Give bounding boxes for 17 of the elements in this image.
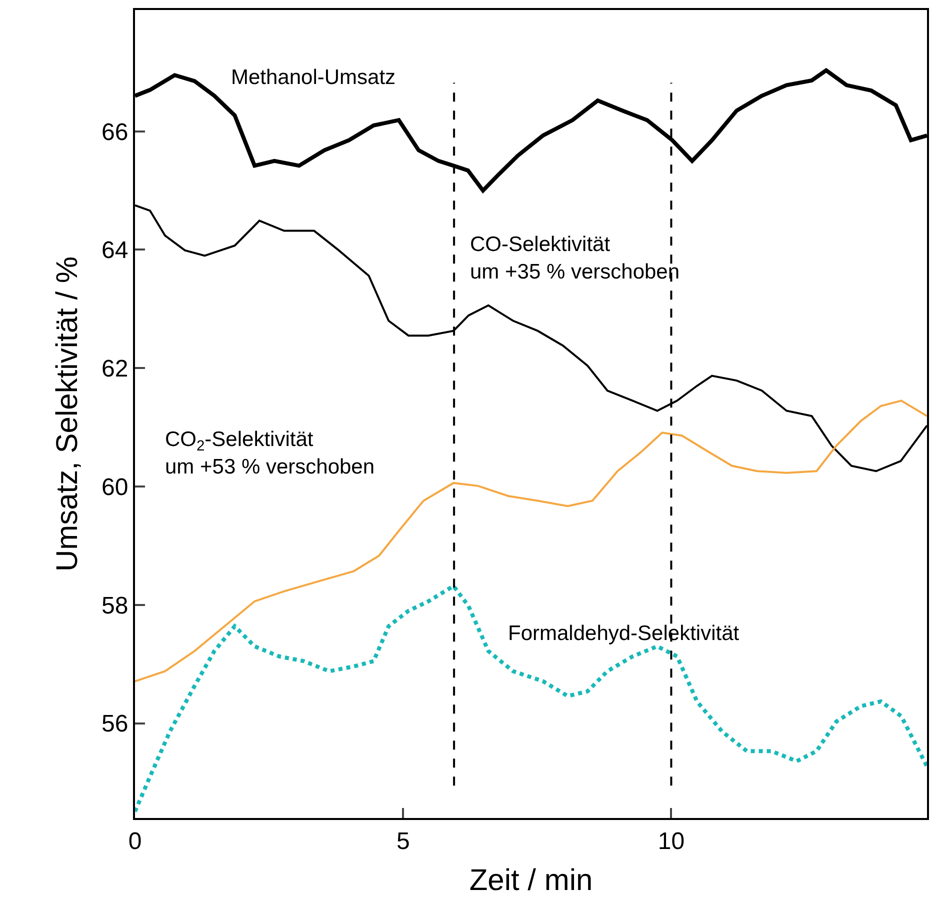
y-axis-title: Umsatz, Selektivität / % [50, 256, 84, 572]
annotation: Formaldehyd-Selektivität [508, 622, 740, 645]
annotation: CO$_{2}$-Selektivität um +53 % verschoben [165, 428, 375, 478]
x-tick-label: 0 [128, 828, 142, 855]
y-tick-label: 56 [101, 710, 128, 738]
line-series [135, 584, 927, 814]
y-tick-label: 60 [101, 474, 128, 501]
y-tick-label: 58 [101, 592, 128, 620]
x-tick-label: 5 [396, 828, 410, 855]
x-tick-label: 10 [658, 828, 685, 855]
y-tick-label: 66 [101, 118, 128, 146]
line-series [135, 400, 927, 682]
annotation: Methanol-Umsatz [231, 66, 396, 89]
y-tick-label: 64 [101, 237, 128, 264]
y-tick-label: 62 [101, 356, 128, 383]
annotation: CO-Selektivität um +35 % verschoben [470, 233, 680, 284]
x-axis-title: Zeit / min [469, 864, 593, 897]
